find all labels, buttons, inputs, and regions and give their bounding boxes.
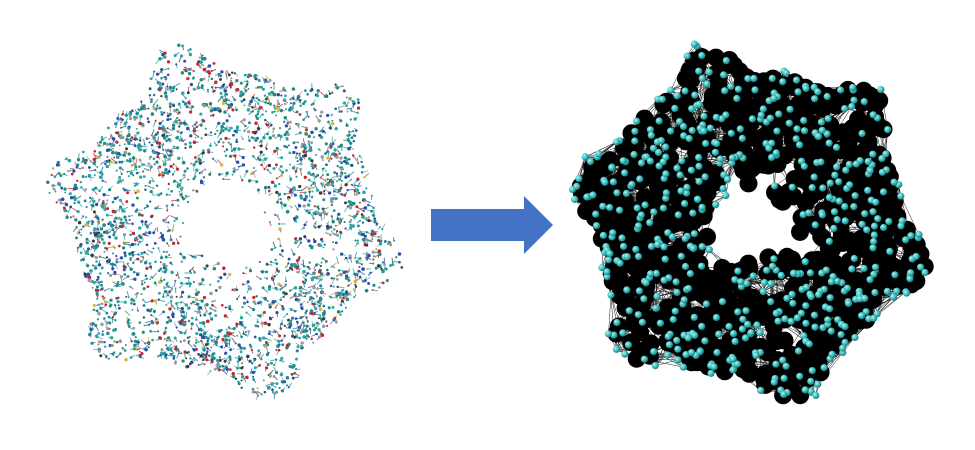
- network-edges: [571, 43, 934, 405]
- right-arrow-icon: [431, 196, 553, 254]
- coarse-grained-network-panel: [568, 40, 934, 405]
- network-nodes: [568, 40, 929, 399]
- atomic-structure-panel: [46, 43, 404, 400]
